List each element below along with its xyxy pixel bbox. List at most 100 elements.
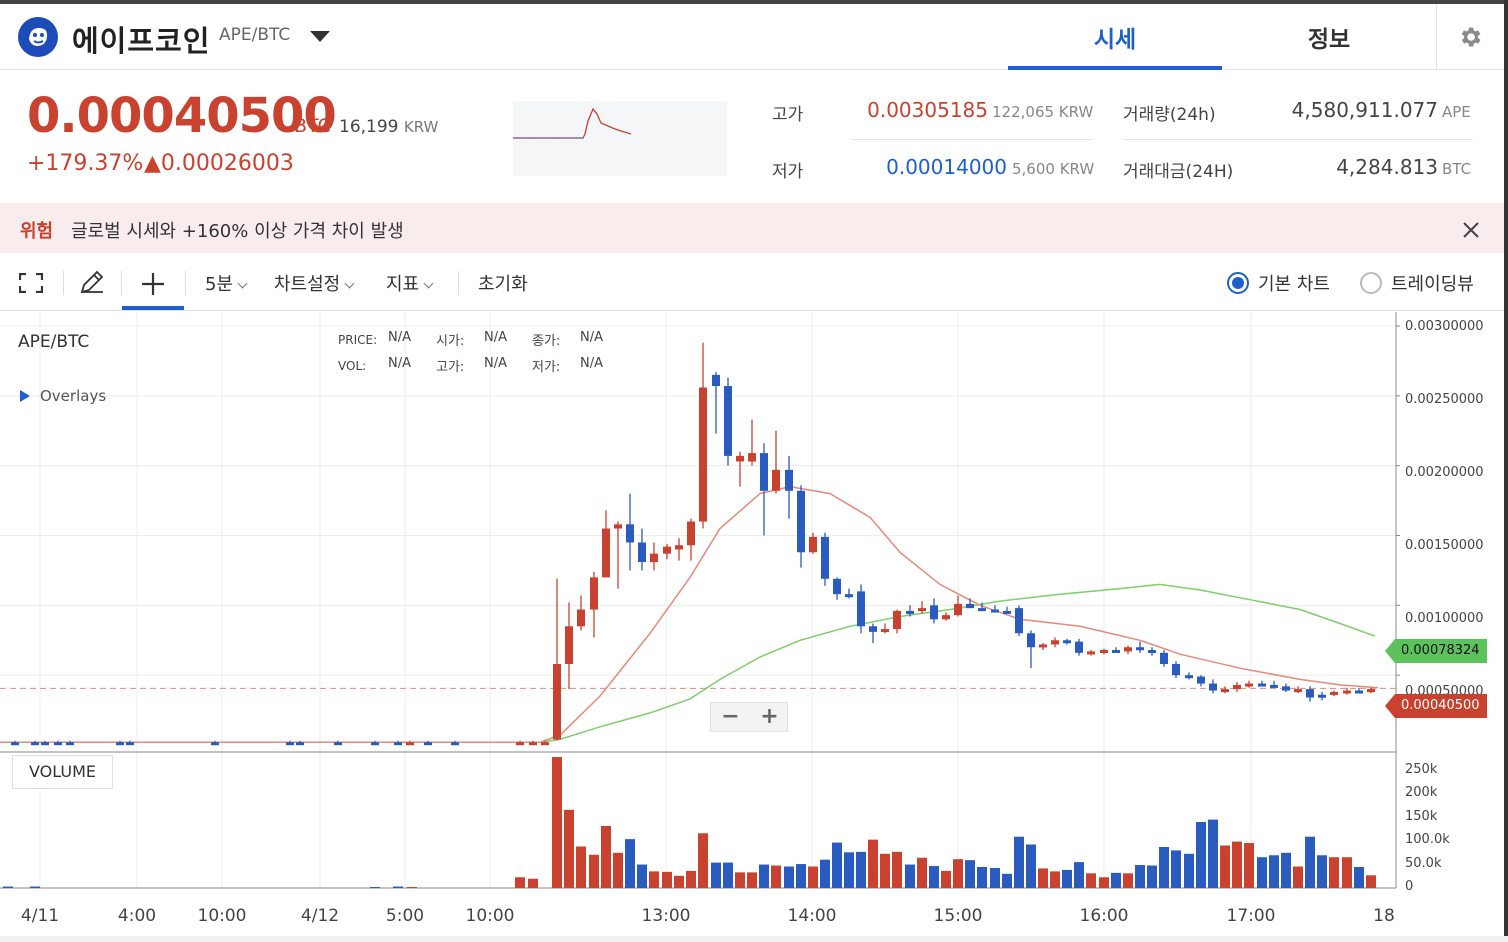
candle-body [1112,650,1120,654]
candle-body [857,591,865,627]
x-axis-tick: 14:00 [787,906,837,926]
interval-select[interactable]: 5분 [205,270,248,296]
candle-body [869,626,877,632]
volume-bar [880,853,890,888]
x-axis-tick: 4/12 [300,906,340,926]
overlays-toggle[interactable]: Overlays [20,387,106,405]
candle-body [772,469,780,491]
candle-body [1051,640,1059,645]
fullscreen-icon[interactable] [19,273,43,293]
zoom-controls: − + [710,702,788,732]
candle-body [918,608,926,612]
amount-24h-unit: BTC [1442,160,1472,178]
candle-body [760,453,768,491]
ma-price-tag: 0.00078324 [1385,639,1487,663]
volume-bar [990,867,1000,888]
settings-button[interactable] [1436,4,1504,70]
volume-bar [698,833,708,888]
volume-bar [723,862,733,888]
legend-low-label: 저가: [532,360,561,375]
candle-body [954,603,962,616]
high-label: 고가 [772,105,804,125]
volume-bar [796,864,806,888]
tab-info[interactable]: 정보 [1307,27,1351,53]
last-price-tag: 0.00040500 [1385,694,1487,718]
candle-body [286,742,294,746]
volume-bar [917,857,927,888]
legend-open-value: N/A [484,330,507,345]
candle-body [1355,690,1363,694]
mini-sparkline [513,101,727,176]
volume-bar [649,871,659,888]
candle-body [966,603,974,609]
change-percent: +179.37% [27,151,144,176]
volume-bar [844,852,854,888]
volume-axis-tick: 150k [1405,809,1438,824]
candle-body [565,626,573,664]
candle-body [296,742,304,746]
chevron-down-icon[interactable] [310,31,330,42]
candle-body [1015,608,1023,634]
chart-settings-label: 차트설정 [274,274,341,295]
volume-axis-tick: 200k [1405,785,1438,800]
reset-button[interactable]: 초기화 [478,274,528,295]
change-value: ▲0.00026003 [144,151,294,176]
volume-bar [625,839,635,888]
candle-body [991,609,999,613]
volume-bar [1111,872,1121,888]
indicators-select[interactable]: 지표 [386,270,434,296]
basic-chart-label[interactable]: 기본 차트 [1258,274,1330,295]
candle-body [845,594,853,598]
volume-bar [1329,857,1339,888]
candle-body [577,609,585,627]
candle-body [626,524,634,543]
warning-banner: 위험 글로벌 시세와 +160% 이상 가격 차이 발생 [0,203,1504,253]
basic-chart-radio[interactable] [1227,272,1249,294]
zoom-in-button[interactable]: + [760,704,779,729]
zoom-out-button[interactable]: − [721,704,740,729]
low-value: 0.00014000 [886,155,1007,179]
pencil-icon[interactable] [79,269,105,295]
window-top-border [0,0,1508,4]
volume-bar [30,886,40,888]
candle-body [712,374,720,387]
candle-body [1343,690,1351,694]
coin-pair[interactable]: APE/BTC [219,25,291,45]
volume-bar [1244,843,1254,888]
coin-header: 에이프코인 APE/BTC 시세 정보 [0,4,1504,70]
tab-price[interactable]: 시세 [1008,20,1222,70]
high-krw: 122,065 KRW [992,103,1094,121]
x-axis-tick: 10:00 [465,906,515,926]
stat-divider [1123,139,1473,140]
volume-bar [1184,853,1194,888]
candlestick-chart[interactable]: APE/BTC Overlays PRICE: N/A 시가: N/A 종가: … [0,312,1504,936]
volume-bar [589,854,599,888]
volume-bar [1074,862,1084,888]
candle-body [663,546,671,554]
warning-text: 글로벌 시세와 +160% 이상 가격 차이 발생 [71,221,404,242]
coin-name[interactable]: 에이프코인 [72,24,211,58]
volume-24h-unit: APE [1442,103,1471,121]
x-axis-tick: 4/11 [20,906,60,926]
y-axis-tick: 0.00200000 [1405,465,1484,480]
legend-low-value: N/A [580,356,603,371]
volume-bar [552,757,562,888]
tradingview-label[interactable]: 트레이딩뷰 [1391,274,1474,295]
chart-settings-select[interactable]: 차트설정 [274,270,355,296]
chart-toolbar: 5분 차트설정 지표 초기화 기본 차트 트레이딩뷰 [0,253,1504,311]
candle-body [687,521,695,546]
legend-price-value: N/A [388,330,411,345]
x-axis-tick: 13:00 [641,906,691,926]
chart-canvas[interactable] [0,312,1504,936]
ape-logo-icon [18,17,58,57]
close-icon[interactable] [1462,221,1480,239]
volume-bar [1171,850,1181,888]
volume-bar [1147,865,1157,888]
legend-close-label: 종가: [532,334,561,349]
candle-body [54,742,62,746]
tradingview-radio[interactable] [1360,272,1382,294]
crosshair-icon[interactable] [141,272,165,296]
candle-body [1270,684,1278,688]
volume-bar [515,877,525,888]
volume-bar [1305,836,1315,888]
